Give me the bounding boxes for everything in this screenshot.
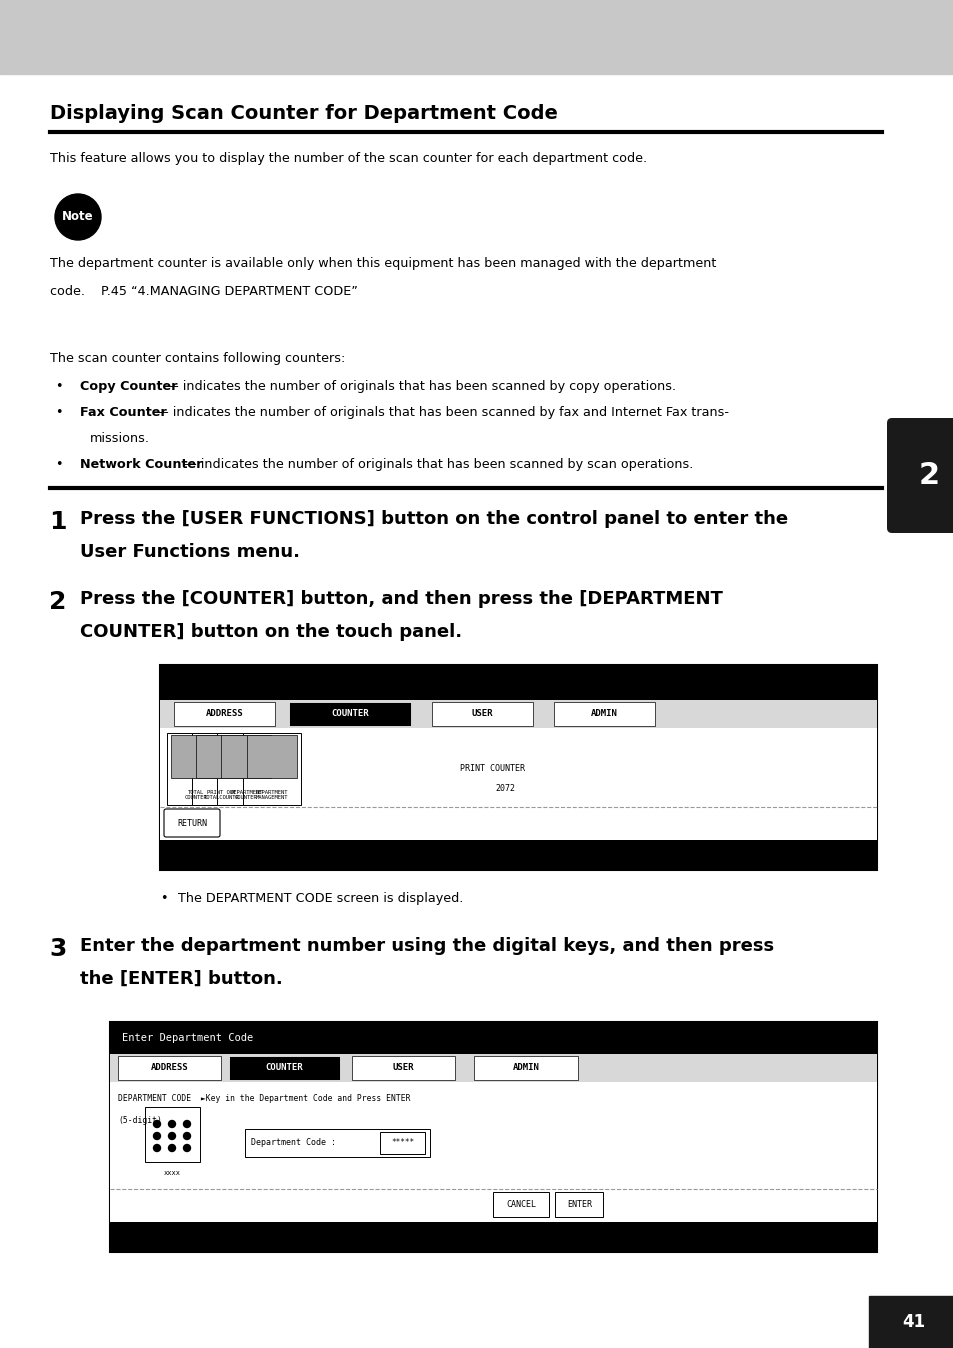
Circle shape (55, 194, 101, 240)
Text: DEPARTMENT
COUNTER: DEPARTMENT COUNTER (230, 790, 262, 801)
Bar (0, 0, 953, 74)
Bar (145, 1107, 200, 1162)
Text: 3: 3 (50, 937, 67, 961)
Text: CANCEL: CANCEL (506, 1200, 536, 1209)
Text: Department Code :: Department Code : (251, 1139, 340, 1147)
Bar (110, 1022, 876, 1252)
Bar (110, 1082, 876, 1223)
Text: COUNTER: COUNTER (331, 709, 369, 718)
Circle shape (153, 1132, 160, 1139)
Text: Press the [COUNTER] button, and then press the [DEPARTMENT: Press the [COUNTER] button, and then pre… (80, 590, 722, 608)
Text: USER: USER (393, 1064, 414, 1073)
Text: User Functions menu.: User Functions menu. (80, 543, 299, 561)
Text: USER: USER (472, 709, 493, 718)
Circle shape (169, 1144, 175, 1151)
Text: The scan counter contains following counters:: The scan counter contains following coun… (50, 352, 345, 365)
Text: The department counter is available only when this equipment has been managed wi: The department counter is available only… (50, 257, 716, 270)
Text: *****: ***** (391, 1139, 414, 1147)
Bar (554, 702, 654, 727)
Bar (196, 735, 246, 778)
Text: •: • (160, 892, 168, 905)
Circle shape (183, 1120, 191, 1127)
Bar (221, 735, 272, 778)
Bar (474, 1055, 578, 1080)
Text: — indicates the number of originals that has been scanned by copy operations.: — indicates the number of originals that… (162, 380, 676, 394)
Circle shape (183, 1132, 191, 1139)
Text: Note: Note (62, 210, 93, 224)
Bar (160, 728, 876, 840)
Bar (110, 1022, 876, 1054)
Text: RETURN: RETURN (177, 818, 207, 828)
Circle shape (169, 1132, 175, 1139)
Circle shape (153, 1120, 160, 1127)
Bar (160, 700, 876, 728)
Text: ADMIN: ADMIN (591, 709, 618, 718)
Circle shape (169, 1120, 175, 1127)
Text: 1: 1 (50, 510, 67, 534)
Text: •: • (55, 380, 63, 394)
Bar (167, 733, 225, 805)
Text: ADMIN: ADMIN (512, 1064, 539, 1073)
Text: missions.: missions. (90, 431, 150, 445)
Text: This feature allows you to display the number of the scan counter for each depar: This feature allows you to display the n… (50, 152, 646, 164)
Text: DEPARTMENT
MANAGEMENT: DEPARTMENT MANAGEMENT (255, 790, 288, 801)
Text: ENTER: ENTER (566, 1200, 592, 1209)
Text: Copy Counter: Copy Counter (80, 380, 177, 394)
FancyBboxPatch shape (164, 809, 220, 837)
Text: 41: 41 (902, 1313, 924, 1330)
Text: — indicates the number of originals that has been scanned by fax and Internet Fa: — indicates the number of originals that… (152, 406, 728, 419)
Text: ADDRESS: ADDRESS (151, 1064, 188, 1073)
FancyBboxPatch shape (886, 418, 953, 532)
Bar (110, 1054, 876, 1082)
Text: The DEPARTMENT CODE screen is displayed.: The DEPARTMENT CODE screen is displayed. (178, 892, 463, 905)
Bar (289, 702, 411, 727)
Text: TOTAL
COUNTER: TOTAL COUNTER (185, 790, 208, 801)
Bar (493, 1192, 549, 1217)
Text: 2: 2 (918, 461, 939, 491)
Text: COUNTER: COUNTER (265, 1064, 303, 1073)
Bar (246, 735, 296, 778)
Circle shape (183, 1144, 191, 1151)
Text: DEPARTMENT CODE  ►Key in the Department Code and Press ENTER: DEPARTMENT CODE ►Key in the Department C… (118, 1095, 410, 1103)
Bar (432, 702, 533, 727)
Text: PRINT COUNTER: PRINT COUNTER (459, 764, 524, 772)
Text: 2072: 2072 (495, 785, 515, 793)
Bar (242, 733, 300, 805)
Text: xxxx: xxxx (164, 1170, 181, 1175)
Text: 2: 2 (50, 590, 67, 613)
Bar (160, 665, 876, 869)
Bar (117, 1055, 221, 1080)
Text: •: • (55, 458, 63, 470)
Bar (245, 1130, 430, 1157)
Text: PRINT OUT
TOTALCOUNTR: PRINT OUT TOTALCOUNTR (203, 790, 239, 801)
Text: code.    P.45 “4.MANAGING DEPARTMENT CODE”: code. P.45 “4.MANAGING DEPARTMENT CODE” (50, 284, 357, 298)
Circle shape (153, 1144, 160, 1151)
Text: Enter Department Code: Enter Department Code (122, 1033, 253, 1043)
Bar (193, 733, 250, 805)
Bar (379, 1132, 424, 1154)
Bar (868, 1295, 953, 1348)
Text: Fax Counter: Fax Counter (80, 406, 167, 419)
Bar (229, 1055, 339, 1080)
Text: Enter the department number using the digital keys, and then press: Enter the department number using the di… (80, 937, 773, 954)
Text: (5-digit): (5-digit) (118, 1116, 162, 1126)
Text: Network Counter: Network Counter (80, 458, 202, 470)
Text: Displaying Scan Counter for Department Code: Displaying Scan Counter for Department C… (50, 104, 558, 123)
Text: •: • (55, 406, 63, 419)
Bar (172, 735, 221, 778)
Bar (217, 733, 275, 805)
Text: COUNTER] button on the touch panel.: COUNTER] button on the touch panel. (80, 623, 461, 642)
Bar (174, 702, 274, 727)
Text: the [ENTER] button.: the [ENTER] button. (80, 971, 282, 988)
Text: Press the [USER FUNCTIONS] button on the control panel to enter the: Press the [USER FUNCTIONS] button on the… (80, 510, 787, 528)
Bar (352, 1055, 455, 1080)
Text: — indicates the number of originals that has been scanned by scan operations.: — indicates the number of originals that… (180, 458, 693, 470)
Bar (555, 1192, 603, 1217)
Text: ADDRESS: ADDRESS (206, 709, 243, 718)
